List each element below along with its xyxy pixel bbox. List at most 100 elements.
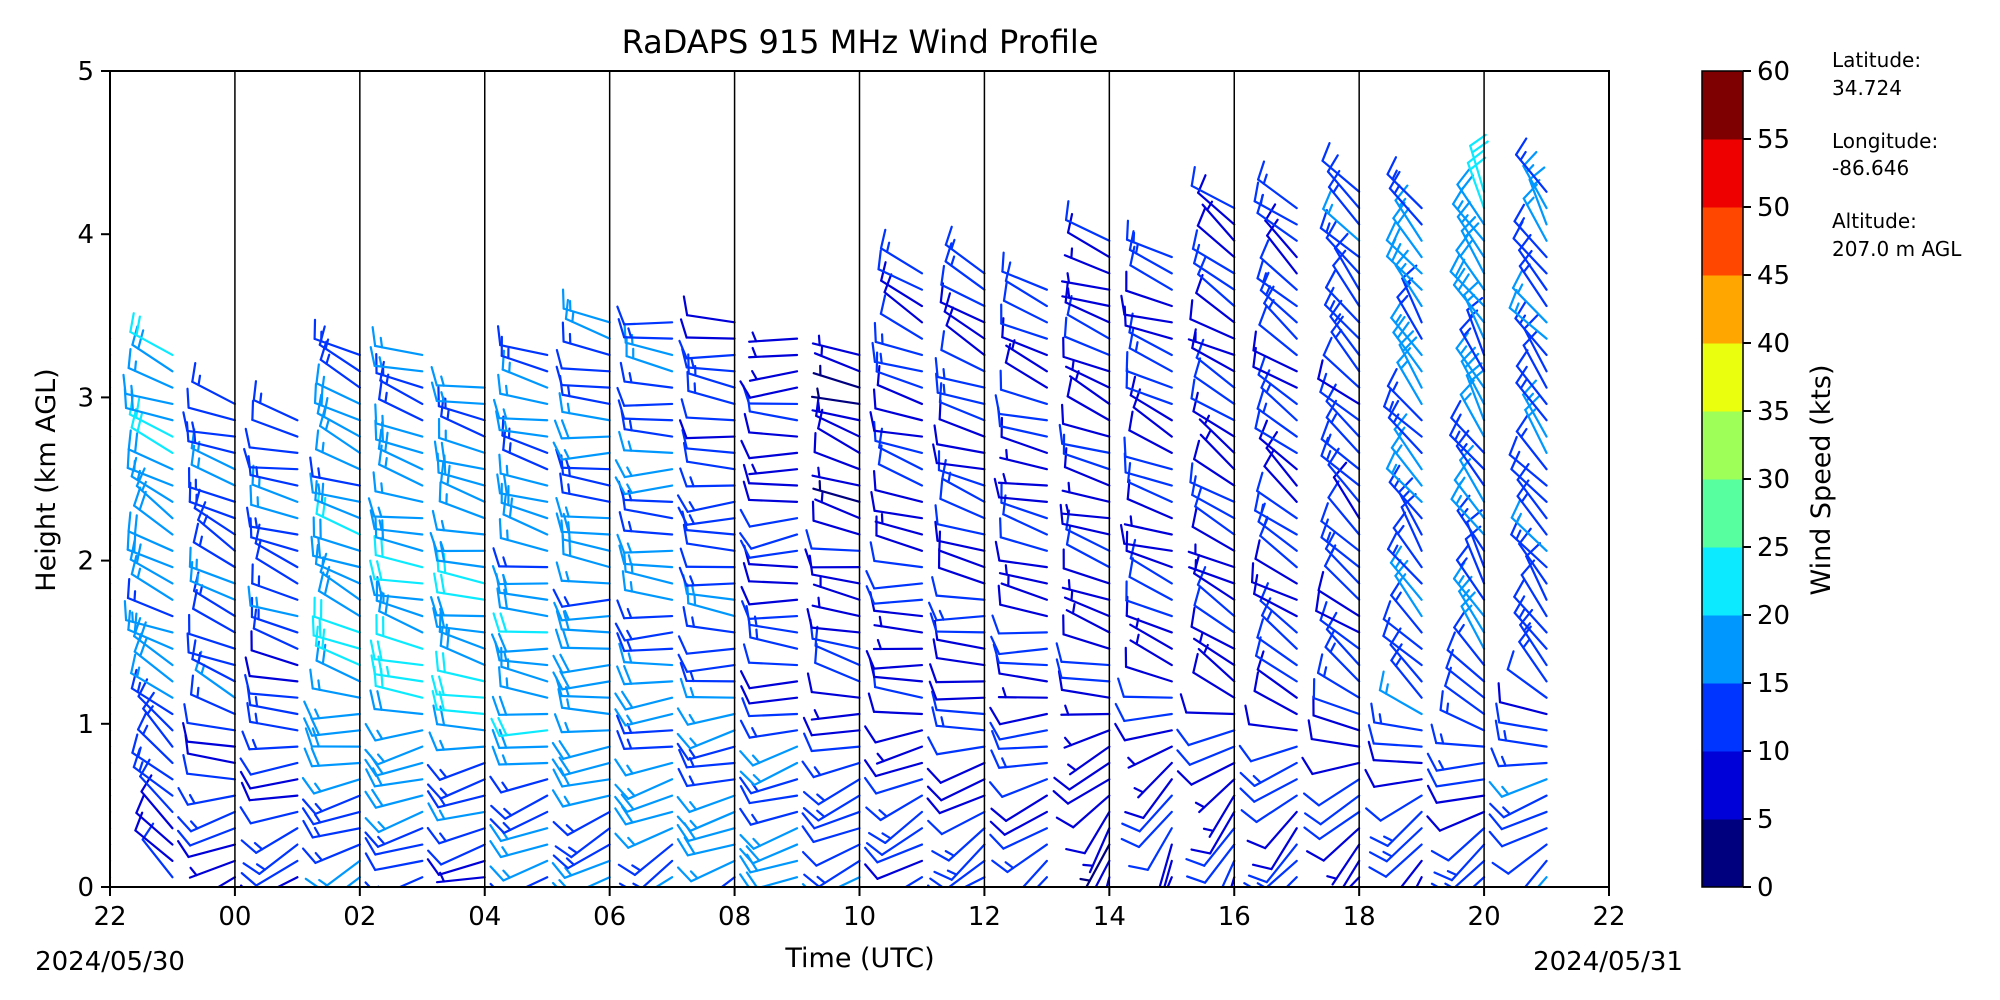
barb-staff <box>938 401 986 422</box>
wind-barb <box>1060 704 1111 716</box>
barb-staff <box>1256 211 1298 242</box>
barb-staff <box>110 647 112 650</box>
wind-barb <box>304 727 361 748</box>
barb-staff <box>1320 520 1361 552</box>
wind-barb <box>813 432 861 471</box>
barb-half-feather <box>817 596 821 609</box>
barb-feather <box>301 798 317 815</box>
wind-barb <box>129 312 174 357</box>
barb-staff <box>1195 291 1236 324</box>
barb-feather <box>676 494 689 513</box>
barb-staff <box>1348 876 1361 887</box>
barb-feather <box>376 690 383 711</box>
barb-staff <box>880 827 924 856</box>
barb-feather <box>191 639 197 661</box>
barb-feather <box>1381 917 1400 920</box>
barb-feather <box>1128 864 1149 871</box>
barb-feather <box>1055 658 1063 679</box>
barb-feather <box>552 820 569 837</box>
barb-feather <box>740 685 751 705</box>
wind-barb <box>1121 794 1173 833</box>
barb-feather <box>1253 671 1260 693</box>
wind-barb <box>1185 827 1236 867</box>
wind-barb <box>242 843 299 875</box>
barb-feather <box>1239 771 1256 787</box>
barb-half-feather <box>1265 382 1272 394</box>
barb-feather <box>616 665 626 686</box>
barb-half-feather <box>1399 294 1409 305</box>
barb-staff <box>250 649 299 667</box>
barb-half-feather <box>627 787 636 798</box>
wind-barb <box>1065 810 1111 855</box>
wind-barb <box>742 561 799 585</box>
barb-feather <box>176 829 192 847</box>
wind-barb <box>1510 499 1548 552</box>
wind-barb <box>1125 270 1173 308</box>
wind-barb <box>427 843 486 866</box>
barb-half-feather <box>563 449 571 460</box>
barb-feather <box>1193 357 1202 378</box>
barb-feather <box>1066 212 1074 234</box>
x-tick-label: 22 <box>1592 902 1625 932</box>
barb-feather <box>742 643 751 664</box>
barb-feather <box>498 728 508 749</box>
barb-feather <box>1322 190 1332 211</box>
wind-barb <box>497 373 549 406</box>
wind-barb <box>430 365 486 389</box>
wind-barb <box>302 819 361 839</box>
barb-half-feather <box>1259 194 1264 206</box>
barb-staff <box>1066 778 1111 805</box>
colorbar-tick-label: 50 <box>1757 193 1790 223</box>
barb-feather <box>183 703 189 725</box>
barb-half-feather <box>138 761 144 773</box>
barb-staff <box>1250 581 1298 601</box>
wind-barb <box>1194 778 1236 814</box>
barb-feather <box>189 674 195 696</box>
barb-feather <box>617 863 637 877</box>
wind-barb <box>739 843 799 865</box>
wind-barb <box>1191 507 1236 552</box>
barb-staff <box>1185 711 1236 716</box>
barb-feather <box>430 365 438 387</box>
barb-half-feather <box>1082 863 1094 867</box>
barb-staff <box>748 680 799 690</box>
barb-feather <box>804 548 813 569</box>
barb-feather <box>558 740 572 759</box>
barb-feather <box>1258 419 1269 440</box>
wind-barb <box>932 443 986 471</box>
wind-barb <box>937 450 986 487</box>
wind-barb <box>1523 313 1548 373</box>
barb-staff <box>1194 505 1236 536</box>
barb-half-feather <box>1001 757 1008 769</box>
wind-barb <box>874 512 924 536</box>
barb-feather <box>1193 586 1201 607</box>
longitude-label: Longitude: <box>1832 129 1938 153</box>
barb-feather <box>186 387 190 409</box>
wind-barb <box>313 596 361 634</box>
barb-half-feather <box>439 768 448 779</box>
barb-staff <box>1124 324 1173 340</box>
wind-barb <box>1197 255 1236 308</box>
wind-barb <box>1127 745 1173 769</box>
barb-staff <box>134 829 174 862</box>
barb-staff <box>936 523 986 536</box>
barb-feather <box>130 407 138 429</box>
barb-staff <box>1259 599 1298 634</box>
barb-staff <box>1001 778 1048 798</box>
wind-barb <box>1316 653 1361 699</box>
barb-feather <box>1243 882 1254 887</box>
barb-feather <box>1396 207 1410 225</box>
wind-barb <box>1320 518 1361 569</box>
wind-barb <box>127 429 174 471</box>
barb-staff <box>1523 327 1548 373</box>
wind-barb <box>676 729 736 750</box>
barb-feather <box>1244 704 1251 726</box>
barb-staff <box>1471 876 1486 887</box>
barb-feather <box>437 675 445 696</box>
wind-barb <box>313 382 361 422</box>
barb-staff <box>249 810 299 825</box>
barb-feather <box>934 520 939 542</box>
barb-staff <box>1190 625 1236 650</box>
wind-barb <box>1240 794 1298 824</box>
barb-feather <box>176 840 190 859</box>
